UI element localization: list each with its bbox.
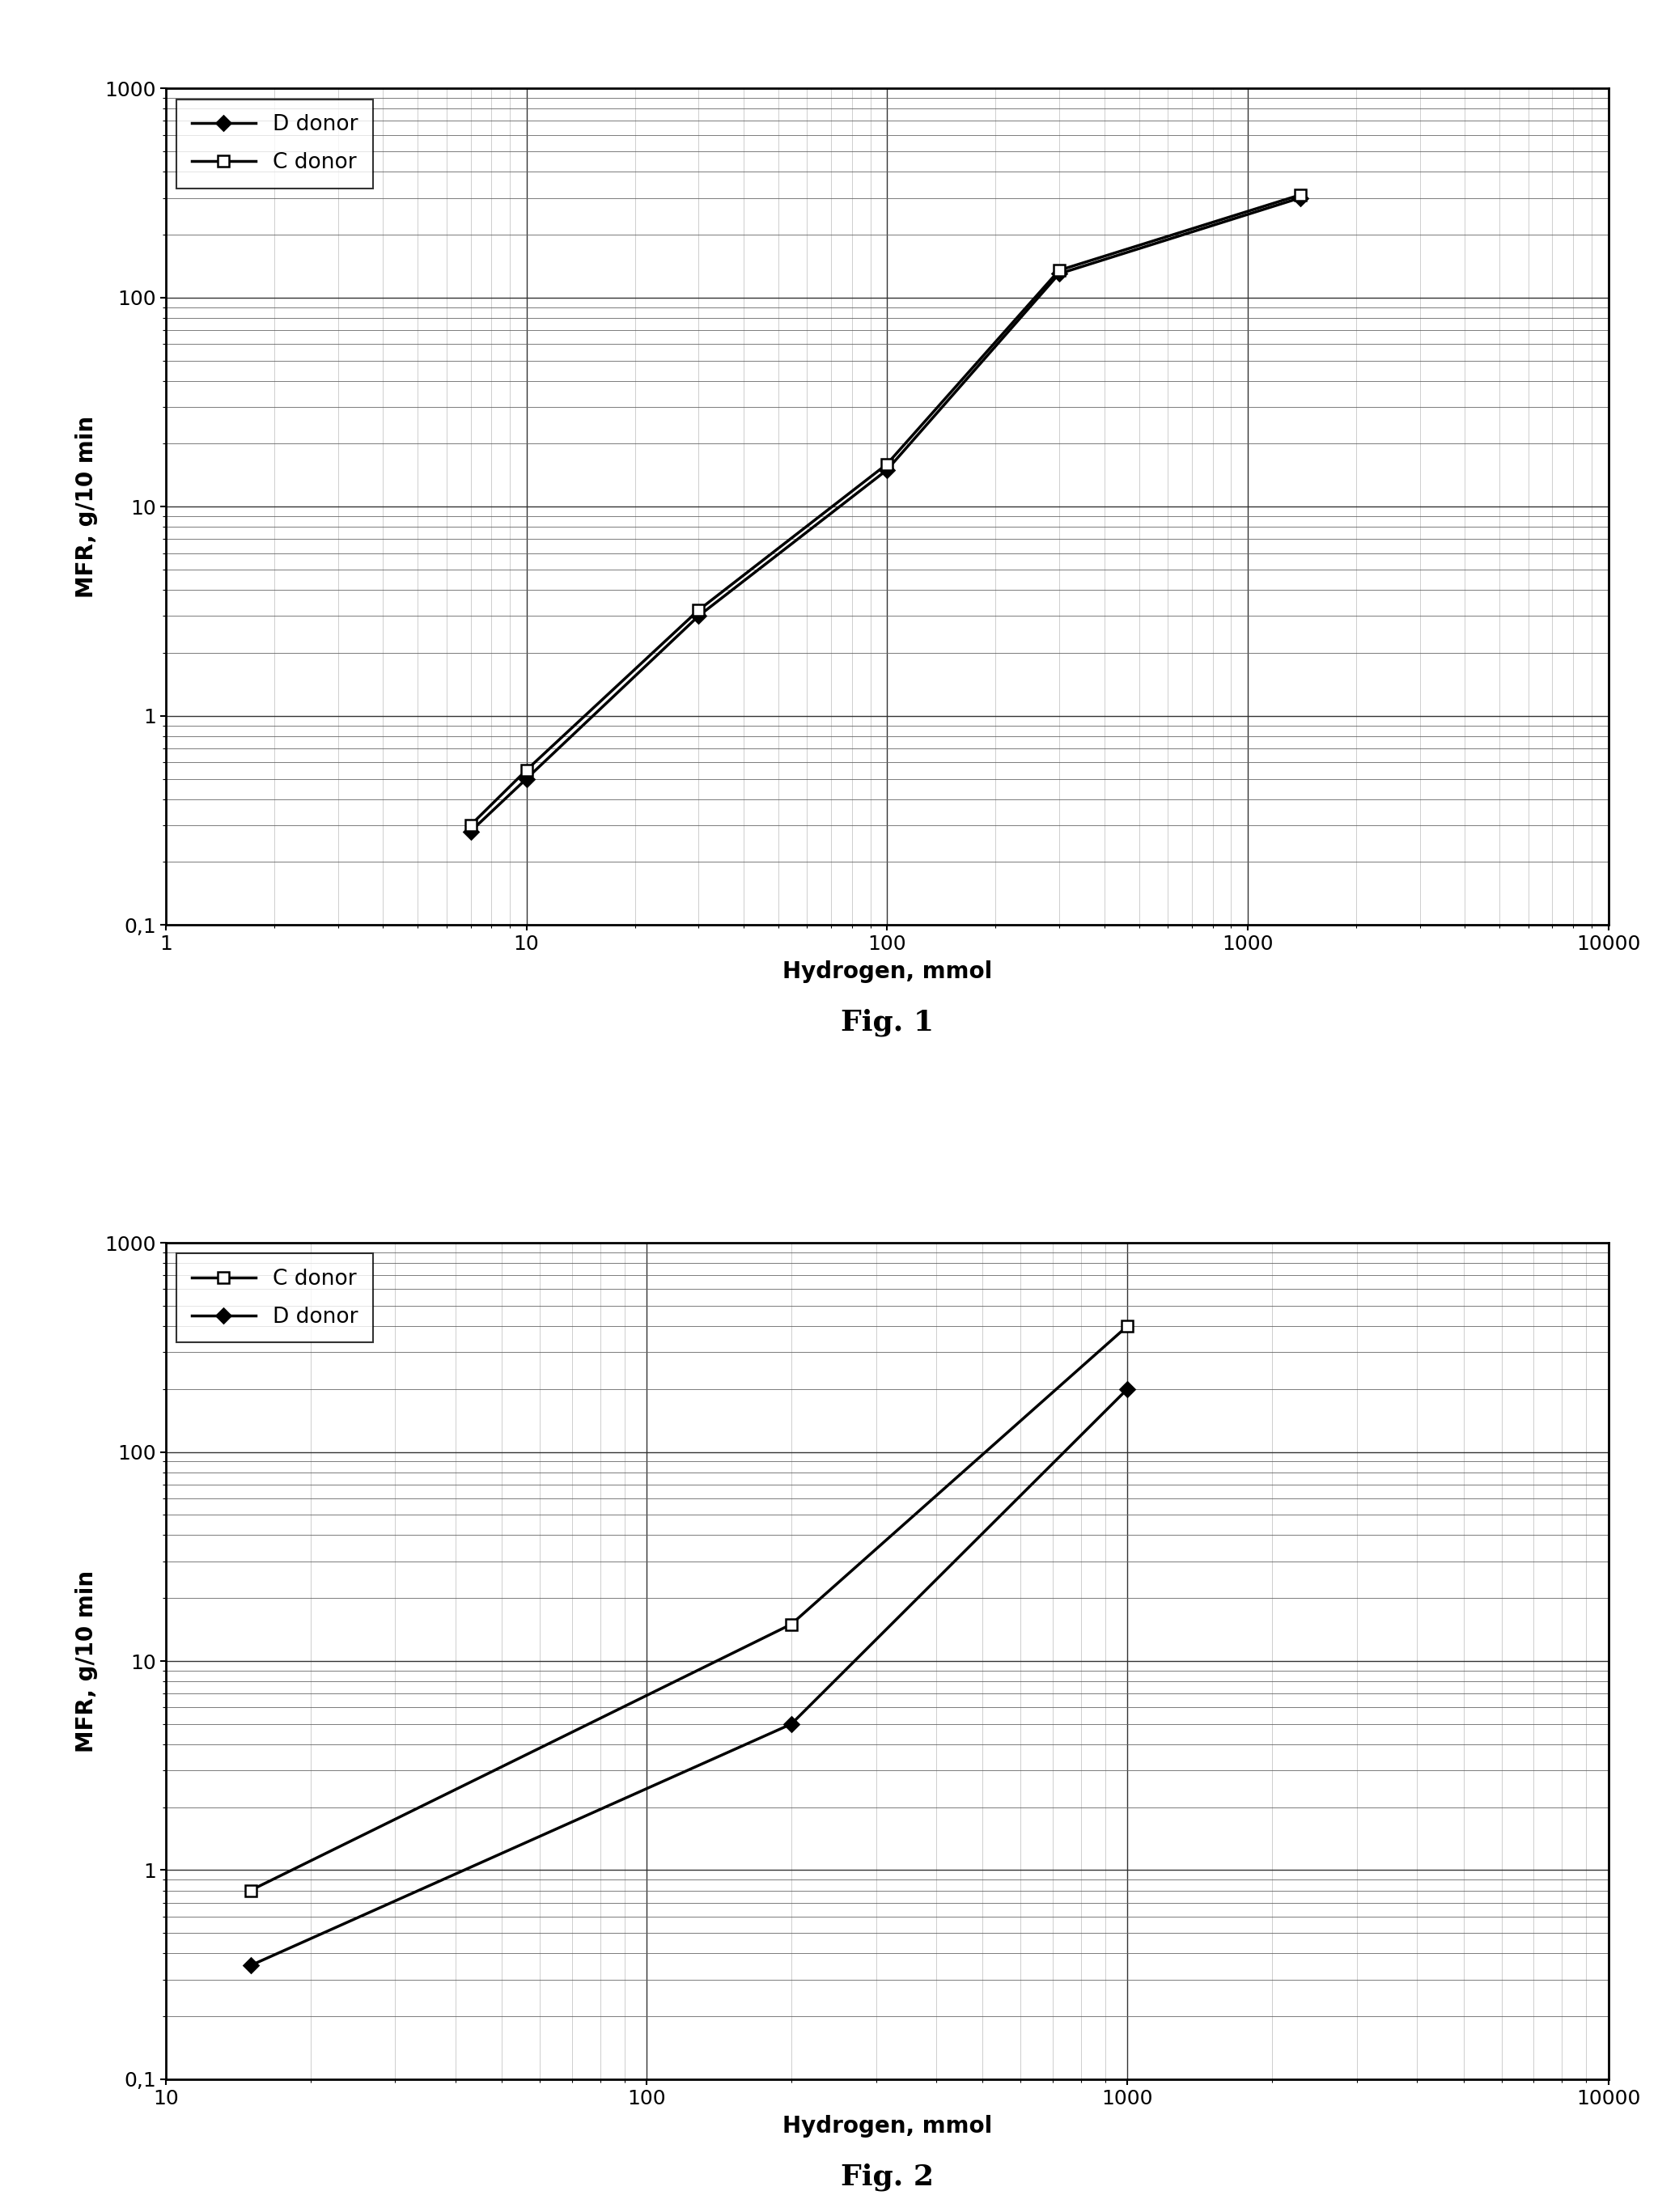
D donor	[1117, 1376, 1137, 1402]
Line: D donor: D donor	[245, 1385, 1132, 1971]
Y-axis label: MFR, g/10 min: MFR, g/10 min	[76, 416, 98, 597]
C donor	[877, 451, 897, 478]
Legend: C donor, D donor: C donor, D donor	[176, 1254, 373, 1343]
D donor	[517, 765, 537, 792]
C donor	[1290, 181, 1310, 208]
D donor	[688, 604, 708, 630]
Legend: D donor, C donor: D donor, C donor	[176, 100, 373, 188]
D donor	[781, 1710, 801, 1736]
D donor	[461, 818, 481, 845]
C donor	[1050, 257, 1069, 283]
Line: C donor: C donor	[464, 190, 1307, 832]
C donor	[781, 1610, 801, 1637]
Text: Fig. 1: Fig. 1	[841, 1009, 933, 1037]
D donor	[877, 456, 897, 482]
X-axis label: Hydrogen, mmol: Hydrogen, mmol	[783, 2115, 991, 2137]
Line: C donor: C donor	[245, 1321, 1132, 1896]
C donor	[461, 812, 481, 838]
C donor	[688, 597, 708, 624]
D donor	[1050, 261, 1069, 288]
Line: D donor: D donor	[466, 192, 1305, 836]
Y-axis label: MFR, g/10 min: MFR, g/10 min	[76, 1571, 98, 1752]
C donor	[517, 757, 537, 783]
Text: Fig. 2: Fig. 2	[841, 2163, 933, 2190]
D donor	[240, 1953, 260, 1980]
X-axis label: Hydrogen, mmol: Hydrogen, mmol	[783, 960, 991, 984]
C donor	[240, 1878, 260, 1905]
C donor	[1117, 1312, 1137, 1338]
D donor	[1290, 184, 1310, 210]
